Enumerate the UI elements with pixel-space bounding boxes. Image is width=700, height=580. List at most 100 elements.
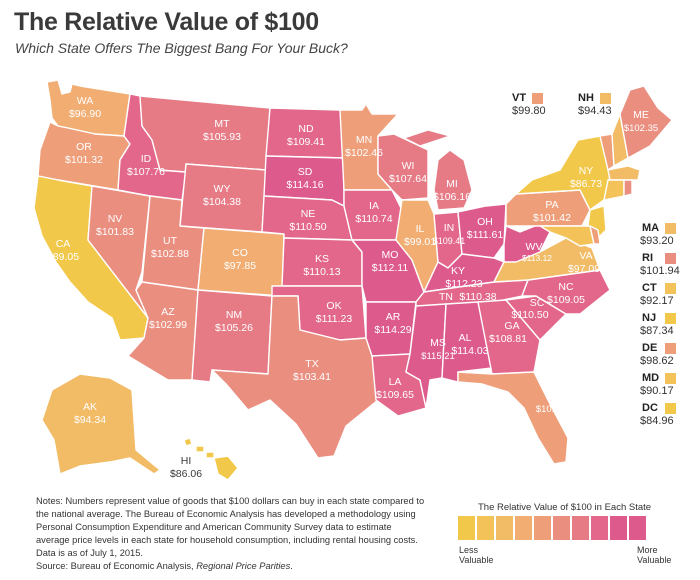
state-WI[interactable] [377,133,429,201]
legend-swatch [610,516,627,540]
label-SC-value: $110.50 [511,309,548,321]
label-OR-value: $101.32 [65,154,103,166]
label-NC-abbr: NC [558,281,574,293]
side-NH-swatch [600,93,611,104]
legend-swatch [553,516,570,540]
side-DC-abbr: DC [642,402,658,414]
label-UT-value: $102.88 [151,248,189,260]
label-MO-value: $112.11 [372,262,409,274]
label-MT-abbr: MT [214,118,230,130]
side-MA-swatch [665,223,676,234]
source-prefix: Source: Bureau of Economic Analysis, [36,561,197,571]
label-WY-abbr: WY [214,183,231,195]
state-FL[interactable] [457,371,569,465]
label-PA-abbr: PA [545,199,558,211]
state-TX[interactable] [211,295,379,459]
label-NE-abbr: NE [301,208,316,220]
label-AL-abbr: AL [459,332,472,344]
label-CA-abbr: CA [56,238,71,250]
state-MI[interactable] [403,129,473,211]
state-HI[interactable] [183,437,239,481]
state-MA[interactable] [607,165,641,181]
side-NH-abbr: NH [578,92,594,104]
side-CT-swatch [665,283,676,294]
notes-block: Notes: Numbers represent value of goods … [36,495,426,573]
label-HI-abbr: HI [181,455,192,467]
legend-swatch [458,516,475,540]
label-VA-abbr: VA [579,250,592,262]
label-MS-abbr: MS [430,337,446,349]
label-MO-abbr: MO [382,249,399,261]
label-WI-value: $107.64 [389,173,427,185]
legend-title: The Relative Value of $100 in Each State [478,502,652,513]
label-FL-abbr: FL [547,390,559,402]
side-NJ-abbr: NJ [642,312,657,324]
label-CA-value: $89.05 [47,251,79,263]
label-MN-value: $102.46 [345,147,383,159]
label-GA-abbr: GA [504,320,519,332]
label-AR-abbr: AR [386,311,401,323]
label-KS-value: $110.13 [303,266,340,278]
state-RI[interactable] [623,179,633,197]
side-RI-abbr: RI [642,252,653,264]
label-AZ-value: $102.99 [149,319,187,331]
side-CT-abbr: CT [642,282,657,294]
label-TX-value: $103.41 [293,371,331,383]
label-AK-abbr: AK [83,401,97,413]
legend-low-label: Less Valuable [459,545,494,565]
label-WA-value: $96.90 [69,108,101,120]
label-SD-value: $114.16 [286,179,323,191]
side-CT-value: $92.17 [640,295,674,307]
state-labels: WA $96.90 OR $101.32 CA $89.05 NV $101.8… [47,95,658,480]
source-title: Regional Price Parities [196,561,291,571]
label-WV-value: $113.12 [522,253,552,263]
label-ND-value: $109.41 [287,136,325,148]
label-MS-value: $115.21 [421,351,455,362]
label-MI-abbr: MI [446,178,458,190]
label-NY-value: $86.73 [570,178,602,190]
label-KY-abbr: KY [451,265,465,277]
source-line: Source: Bureau of Economic Analysis, Reg… [36,560,426,573]
state-ME[interactable] [619,85,673,159]
legend-color-scale [458,516,646,540]
side-DC-value: $84.96 [640,415,674,427]
state-CT[interactable] [603,179,625,201]
state-AK[interactable] [41,373,161,475]
label-IA-abbr: IA [369,200,379,212]
label-WV: WV [526,241,543,253]
legend-swatch [629,516,646,540]
label-IL-value: $99.01 [404,236,436,248]
label-UT-abbr: UT [163,235,178,247]
side-RI-swatch [665,253,676,264]
label-IA-value: $110.74 [355,213,392,225]
label-NV-abbr: NV [108,213,123,225]
state-DE[interactable] [589,225,601,245]
label-MT-value: $105.93 [203,131,241,143]
side-MD-abbr: MD [642,372,660,384]
label-SC-abbr: SC [530,297,545,309]
state-GA[interactable] [477,299,541,375]
side-VT-value: $99.80 [512,105,546,117]
label-AK-value: $94.34 [74,414,106,426]
label-SD-abbr: SD [298,166,313,178]
label-OH-value: $111.61 [467,229,504,241]
label-OK-abbr: OK [326,300,341,312]
side-VT-swatch [532,93,543,104]
label-FL-value: $101.21 [536,404,570,415]
label-CO-abbr: CO [232,247,248,259]
label-LA-abbr: LA [389,376,402,388]
legend-swatch [591,516,608,540]
label-IN-abbr: IN [444,222,455,234]
label-AZ-abbr: AZ [161,306,175,318]
side-RI-value: $101.94 [640,265,680,277]
side-NH-value: $94.43 [578,105,612,117]
label-ME-value: $102.35 [624,123,658,134]
legend-high-label: More Valuable [637,545,672,565]
label-WI-abbr: WI [402,160,415,172]
label-ID-abbr: ID [141,153,152,165]
label-MN-abbr: MN [356,134,372,146]
label-ID-value: $107.76 [127,166,165,178]
state-NM[interactable] [191,289,273,383]
label-NE-value: $110.50 [289,221,326,233]
